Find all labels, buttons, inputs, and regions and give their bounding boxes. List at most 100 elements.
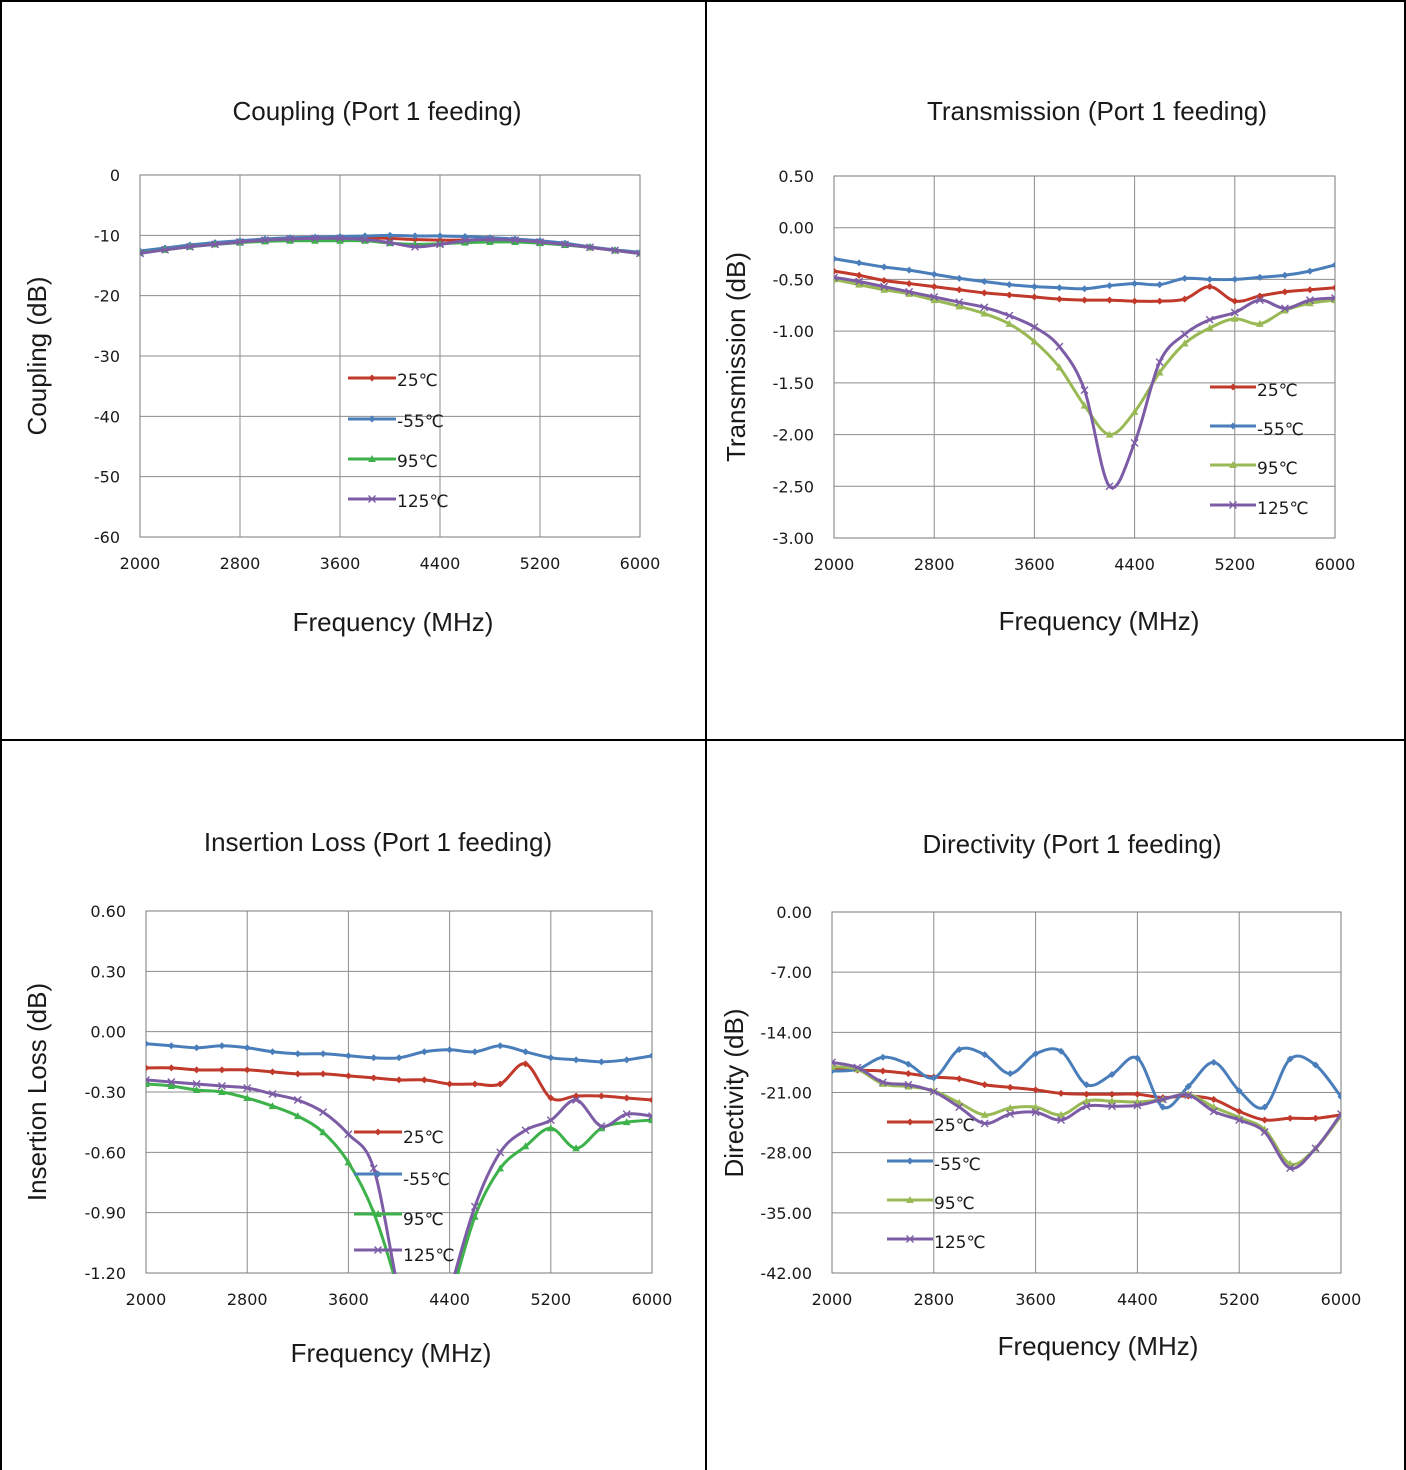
legend-item-25c: 25℃ <box>348 371 438 391</box>
data-point <box>905 266 913 274</box>
y-axis-label: Insertion Loss (dB) <box>22 983 52 1201</box>
series-layer <box>146 1040 652 1397</box>
data-point <box>879 1053 887 1061</box>
data-point <box>623 1094 631 1102</box>
data-point <box>1081 285 1088 293</box>
data-point <box>1181 295 1189 303</box>
data-point <box>1311 1144 1320 1153</box>
y-tick-label: -1.20 <box>85 1264 126 1283</box>
data-point <box>446 1080 454 1088</box>
data-point <box>294 1070 302 1078</box>
legend-item-95c: 95℃ <box>348 452 438 472</box>
data-point <box>1306 267 1314 275</box>
series-125c <box>146 1075 652 1397</box>
data-point <box>218 1066 226 1074</box>
legend-label: 25℃ <box>403 1128 444 1148</box>
directivity-chart: 2000 2800 3600 4400 5200 6000 0.00 -7.00 -14.00 -… <box>719 829 1361 1361</box>
data-point <box>211 240 219 249</box>
data-point <box>1184 1091 1193 1100</box>
x-axis-label: Frequency (MHz) <box>998 1331 1199 1361</box>
y-tick-label: 0.50 <box>778 167 814 186</box>
x-tick-label: 2000 <box>126 1290 167 1309</box>
data-point <box>905 289 913 297</box>
series-25c <box>146 1060 652 1104</box>
data-point <box>1030 337 1039 345</box>
y-tick-label: -20 <box>94 287 120 306</box>
data-point <box>192 1079 201 1088</box>
data-point <box>880 263 888 271</box>
data-point <box>421 1390 429 1397</box>
data-point <box>218 1042 226 1050</box>
x-axis-label: Frequency (MHz) <box>999 606 1200 636</box>
x-axis-label: Frequency (MHz) <box>293 607 494 637</box>
data-point <box>411 232 419 240</box>
data-point <box>461 236 469 245</box>
x-tick-label: 4400 <box>1117 1290 1158 1309</box>
legend-item-95c: 95℃ <box>354 1210 444 1230</box>
data-point <box>547 1124 555 1132</box>
y-tick-label: -0.90 <box>85 1204 126 1223</box>
legend-label: 95℃ <box>934 1194 975 1214</box>
series-layer <box>834 255 1335 491</box>
data-point <box>311 236 319 244</box>
series-25c <box>834 267 1335 305</box>
data-point <box>1130 407 1139 415</box>
legend-swatch-marker <box>374 1128 382 1136</box>
data-point <box>496 1042 504 1050</box>
data-point <box>1080 386 1089 395</box>
data-point <box>1331 294 1335 303</box>
series-minus-55c <box>832 1046 1341 1111</box>
data-point <box>319 1108 328 1117</box>
series-line <box>146 1082 652 1274</box>
data-point <box>486 235 494 244</box>
data-point <box>421 1390 428 1397</box>
data-point <box>1031 1103 1040 1111</box>
data-point <box>344 1158 353 1166</box>
data-point <box>386 231 394 239</box>
y-tick-label: -1.00 <box>773 322 814 341</box>
data-point <box>930 293 939 302</box>
data-point <box>1131 297 1139 305</box>
frame-top-border <box>0 0 1406 2</box>
x-tick-label: 5200 <box>530 1290 571 1309</box>
data-point <box>1209 1107 1218 1116</box>
legend-item-minus-55c: -55℃ <box>354 1170 450 1190</box>
legend-swatch-marker <box>374 1210 382 1217</box>
series-layer <box>140 231 640 258</box>
data-point <box>167 1064 175 1072</box>
legend-swatch-marker <box>1229 461 1237 468</box>
data-point <box>471 1048 479 1056</box>
data-point <box>878 1078 887 1087</box>
data-point <box>293 1096 302 1105</box>
legend-swatch-marker <box>1229 501 1237 509</box>
frame-left-border <box>0 0 2 1470</box>
data-point <box>1006 1070 1014 1078</box>
legend-swatch-marker <box>906 1235 914 1243</box>
y-tick-label: -50 <box>94 468 120 487</box>
data-point <box>981 1081 989 1089</box>
data-point <box>622 1118 631 1126</box>
data-point <box>269 1048 276 1056</box>
frame-horizontal-divider <box>0 739 1406 741</box>
data-point <box>471 1212 479 1220</box>
x-tick-label: 3600 <box>328 1290 369 1309</box>
data-point <box>561 240 569 249</box>
data-point <box>1281 288 1289 296</box>
y-tick-label: -0.50 <box>773 270 814 289</box>
data-point <box>344 1052 352 1060</box>
data-point <box>980 309 989 317</box>
data-point <box>1231 297 1239 305</box>
data-point <box>522 1048 529 1056</box>
y-tick-label: -42.00 <box>760 1264 812 1283</box>
data-point <box>1337 1093 1341 1101</box>
data-point <box>929 1087 938 1096</box>
legend-label: 95℃ <box>1257 459 1298 479</box>
legend-label: -55℃ <box>397 412 444 432</box>
data-point <box>904 1080 913 1089</box>
data-point <box>905 287 914 296</box>
data-point <box>1260 1128 1269 1137</box>
legend-swatch-marker <box>906 1196 914 1203</box>
data-point <box>1055 295 1063 303</box>
data-point <box>1210 1095 1218 1103</box>
data-point <box>1181 274 1189 282</box>
